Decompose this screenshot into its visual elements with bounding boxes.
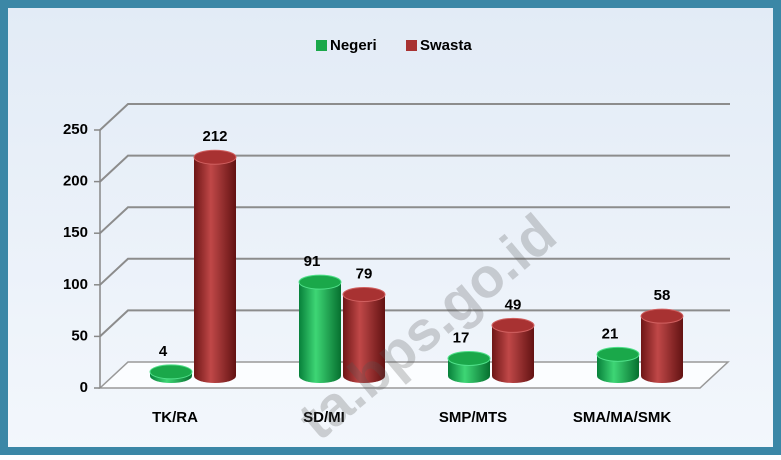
- data-label: 91: [304, 253, 321, 270]
- bar-body: [343, 294, 385, 376]
- bar-top: [491, 317, 535, 333]
- bar: [342, 286, 386, 383]
- bar: [298, 274, 342, 383]
- bar-top: [342, 286, 386, 302]
- grid-line: [99, 309, 730, 338]
- grid-line: [99, 154, 730, 183]
- legend-label: Swasta: [420, 37, 472, 54]
- data-label: 79: [356, 265, 373, 282]
- bar-top: [447, 350, 491, 366]
- bar: [596, 346, 640, 383]
- data-label: 4: [159, 343, 168, 360]
- bar-body: [299, 282, 341, 376]
- bar-body: [194, 157, 236, 376]
- bar-top: [193, 149, 237, 165]
- legend: Negeri Swasta: [316, 37, 472, 54]
- x-tick-label: SMA/MA/SMK: [573, 409, 671, 426]
- legend-swatch: [406, 40, 417, 51]
- grid-line: [99, 206, 730, 234]
- y-tick-label: 200: [63, 173, 88, 190]
- bar-body: [492, 325, 534, 376]
- bar-body: [641, 316, 683, 376]
- bar: [193, 149, 237, 383]
- data-label: 58: [654, 287, 671, 304]
- data-label: 212: [202, 128, 227, 145]
- bar-top: [640, 308, 684, 324]
- bar: [149, 364, 193, 383]
- floor: [98, 361, 730, 389]
- data-label: 49: [505, 296, 522, 313]
- legend-swatch: [316, 40, 327, 51]
- y-tick-label: 100: [63, 276, 88, 293]
- grid-line: [99, 257, 730, 286]
- y-tick-label: 50: [71, 327, 88, 344]
- data-label: 17: [453, 329, 470, 346]
- bar-top: [596, 346, 640, 362]
- bar-top: [298, 274, 342, 290]
- y-tick-label: 150: [63, 224, 88, 241]
- legend-label: Negeri: [330, 37, 377, 54]
- bar: [447, 350, 491, 383]
- x-tick-label: SMP/MTS: [439, 409, 507, 426]
- x-tick-label: SD/MI: [303, 409, 345, 426]
- bar: [640, 308, 684, 383]
- y-tick-label: 0: [80, 379, 88, 396]
- x-tick-label: TK/RA: [152, 409, 198, 426]
- y-tick-label: 250: [63, 121, 88, 138]
- bar-top: [149, 364, 193, 380]
- bar: [491, 317, 535, 383]
- data-label: 21: [602, 325, 619, 342]
- grid-line: [99, 103, 730, 131]
